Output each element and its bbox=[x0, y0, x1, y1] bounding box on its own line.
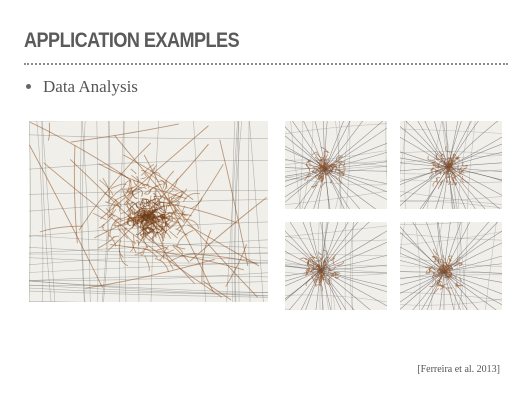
radial-trip-map-icon bbox=[285, 121, 387, 209]
radial-map-image-4 bbox=[400, 222, 502, 310]
bullet-item: Data Analysis bbox=[26, 77, 138, 97]
radial-map-image-1 bbox=[285, 121, 387, 209]
city-street-density-map-icon bbox=[29, 121, 268, 302]
bullet-dot-icon bbox=[26, 84, 31, 90]
radial-trip-map-icon bbox=[400, 121, 502, 209]
radial-map-image-2 bbox=[400, 121, 502, 209]
slide-title: APPLICATION EXAMPLES bbox=[24, 29, 240, 52]
radial-map-image-3 bbox=[285, 222, 387, 310]
bullet-text: Data Analysis bbox=[43, 77, 138, 96]
title-divider bbox=[24, 63, 508, 65]
radial-trip-map-icon bbox=[400, 222, 502, 310]
citation: [Ferreira et al. 2013] bbox=[417, 364, 500, 375]
radial-trip-map-icon bbox=[285, 222, 387, 310]
main-city-map-image bbox=[29, 121, 268, 302]
